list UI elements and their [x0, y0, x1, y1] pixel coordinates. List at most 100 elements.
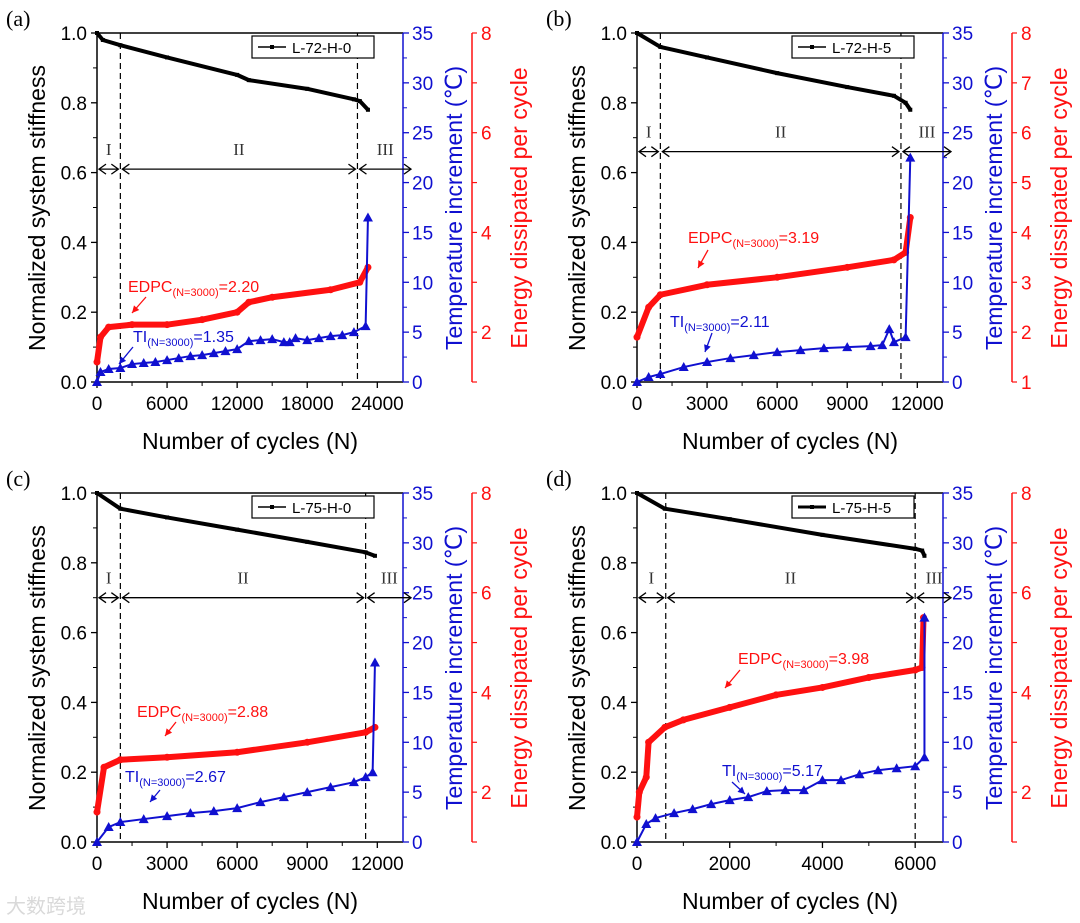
stiffness-point	[365, 107, 370, 112]
legend-label: L-75-H-5	[832, 500, 891, 517]
energy-point	[772, 691, 780, 699]
energy-tick-label: 4	[1021, 223, 1032, 244]
stiffness-point	[845, 85, 850, 90]
stiffness-point	[305, 539, 310, 544]
temperature-tick-label: 30	[412, 534, 433, 555]
phase-arrow-head	[358, 163, 367, 175]
energy-tick-label: 6	[1021, 584, 1032, 605]
panel-d: (d) 0 2000 4000 6000 0.0 0.2 0.4 0.6 0.8 1.0 0 5 10 15…	[540, 460, 1080, 920]
ti-annotation: TI(N=3000)=5.17	[722, 763, 823, 783]
phase-arrow-head	[97, 592, 107, 604]
x-tick-label: 0	[632, 854, 643, 875]
x-tick-label: 24000	[351, 394, 404, 415]
energy-point	[93, 808, 101, 816]
phase-arrow-head	[356, 592, 365, 604]
temperature-point	[650, 813, 661, 823]
energy-point	[116, 756, 124, 764]
phase-arrow-head	[650, 146, 660, 158]
phase-label: III	[377, 140, 394, 159]
energy-tick-label: 4	[481, 223, 492, 244]
energy-axis-title: Energy dissipated per cycle	[506, 67, 532, 348]
y-tick-label: 0.6	[601, 624, 627, 645]
ti-annotation-sub: (N=3000)	[736, 771, 782, 783]
energy-point	[105, 323, 113, 331]
panel-b: (b) 0 3000 6000 9000 12000 0.0 0.2 0.4 0.6 0.8 1.0 0…	[540, 0, 1080, 460]
temperature-point	[888, 337, 899, 347]
temperature-point	[678, 362, 689, 372]
x-tick-label: 3000	[686, 394, 728, 415]
energy-point	[633, 813, 641, 821]
phase-arrow-head	[901, 146, 911, 158]
temperature-point	[842, 342, 853, 352]
temperature-axis-title: Temperature increment (℃)	[441, 66, 467, 350]
temperature-point	[669, 808, 680, 818]
y-tick-label: 0.8	[601, 94, 627, 115]
phase-label: I	[106, 140, 112, 159]
stiffness-series-line	[95, 31, 370, 112]
temperature-point	[255, 335, 266, 345]
temperature-tick-label: 30	[412, 74, 433, 95]
x-axis-title: Number of cycles (N)	[682, 888, 898, 914]
energy-tick-label: 1	[1021, 373, 1032, 394]
legend-marker-icon	[270, 45, 274, 49]
temperature-tick-label: 5	[952, 783, 963, 804]
temperature-point	[854, 769, 865, 779]
stiffness-point	[775, 71, 780, 76]
edpc-annotation-value: =3.19	[779, 230, 820, 247]
temperature-point	[325, 331, 336, 341]
energy-point	[645, 738, 653, 746]
x-tick-label: 2000	[709, 854, 751, 875]
temperature-series-line	[96, 662, 376, 843]
temperature-tick-label: 25	[952, 124, 973, 145]
phase-label: I	[106, 569, 112, 588]
phase-arrow-head	[366, 592, 376, 604]
stiffness-point	[305, 86, 310, 91]
y-tick-label: 1.0	[61, 484, 87, 505]
energy-point	[679, 716, 687, 724]
temperature-point	[138, 358, 149, 368]
legend-label: L-72-H-5	[832, 40, 891, 57]
temperature-point	[360, 321, 371, 331]
edpc-annotation-value: =2.20	[219, 279, 260, 296]
temperature-point	[873, 765, 884, 775]
energy-axis-title: Energy dissipated per cycle	[1046, 527, 1072, 808]
ti-annotation-value: =2.67	[185, 769, 226, 786]
energy-point	[703, 281, 711, 289]
energy-tick-label: 8	[481, 484, 492, 505]
temperature-point	[748, 350, 759, 360]
y-tick-label: 0.4	[61, 233, 88, 254]
ti-annotation-sub: (N=3000)	[684, 322, 730, 334]
phase-arrow-head	[637, 592, 647, 604]
temperature-tick-label: 10	[412, 733, 433, 754]
temperature-point	[185, 808, 196, 818]
stiffness-point	[820, 532, 825, 537]
panel-label: (c)	[6, 466, 30, 491]
energy-axis-title: Energy dissipated per cycle	[1046, 67, 1072, 348]
temperature-point	[290, 333, 301, 343]
legend-box	[251, 495, 375, 519]
stiffness-point	[95, 31, 99, 35]
temperature-point	[115, 363, 126, 373]
temperature-point	[900, 332, 911, 342]
stiffness-point	[357, 99, 362, 104]
x-tick-label: 6000	[216, 854, 258, 875]
phase-arrow-head	[916, 592, 925, 604]
edpc-annotation-arrowhead	[132, 305, 140, 313]
y-tick-label: 0.0	[61, 373, 87, 394]
stiffness-point	[913, 546, 918, 551]
energy-point	[163, 753, 171, 761]
stiffness-point	[372, 553, 377, 558]
temperature-tick-label: 20	[412, 634, 433, 655]
y-tick-label: 0.0	[61, 833, 87, 854]
y-axis-title: Normalized system stiffness	[24, 65, 50, 351]
phase-arrow-head	[656, 592, 665, 604]
x-tick-label: 18000	[281, 394, 334, 415]
energy-tick-label: 4	[481, 683, 492, 704]
y-tick-label: 0.4	[601, 693, 628, 714]
temperature-point	[817, 775, 828, 785]
temperature-point	[220, 346, 231, 356]
energy-point	[93, 358, 101, 366]
energy-point	[911, 666, 919, 674]
phase-arrow-head	[661, 146, 670, 158]
energy-point	[356, 278, 364, 286]
